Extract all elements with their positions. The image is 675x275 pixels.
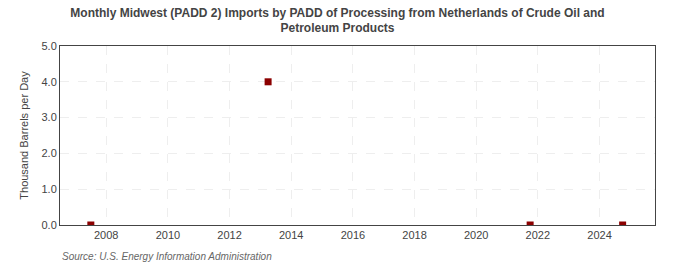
svg-text:2018: 2018 [402, 229, 426, 241]
svg-text:0.0: 0.0 [42, 219, 57, 231]
svg-text:2008: 2008 [94, 229, 118, 241]
svg-text:1.0: 1.0 [42, 183, 57, 195]
svg-text:3.0: 3.0 [42, 111, 57, 123]
svg-text:Thousand Barrels per Day: Thousand Barrels per Day [18, 71, 30, 200]
svg-text:2010: 2010 [156, 229, 180, 241]
svg-text:4.0: 4.0 [42, 76, 57, 88]
svg-text:5.0: 5.0 [42, 40, 57, 52]
svg-text:2022: 2022 [526, 229, 550, 241]
svg-text:2012: 2012 [217, 229, 241, 241]
svg-text:2.0: 2.0 [42, 147, 57, 159]
svg-text:2020: 2020 [464, 229, 488, 241]
svg-text:Monthly Midwest (PADD 2) Impor: Monthly Midwest (PADD 2) Imports by PADD… [70, 6, 604, 36]
svg-text:Source: U.S. Energy Informatio: Source: U.S. Energy Information Administ… [62, 251, 272, 262]
svg-text:2016: 2016 [341, 229, 365, 241]
svg-text:2024: 2024 [587, 229, 611, 241]
svg-text:2014: 2014 [279, 229, 303, 241]
